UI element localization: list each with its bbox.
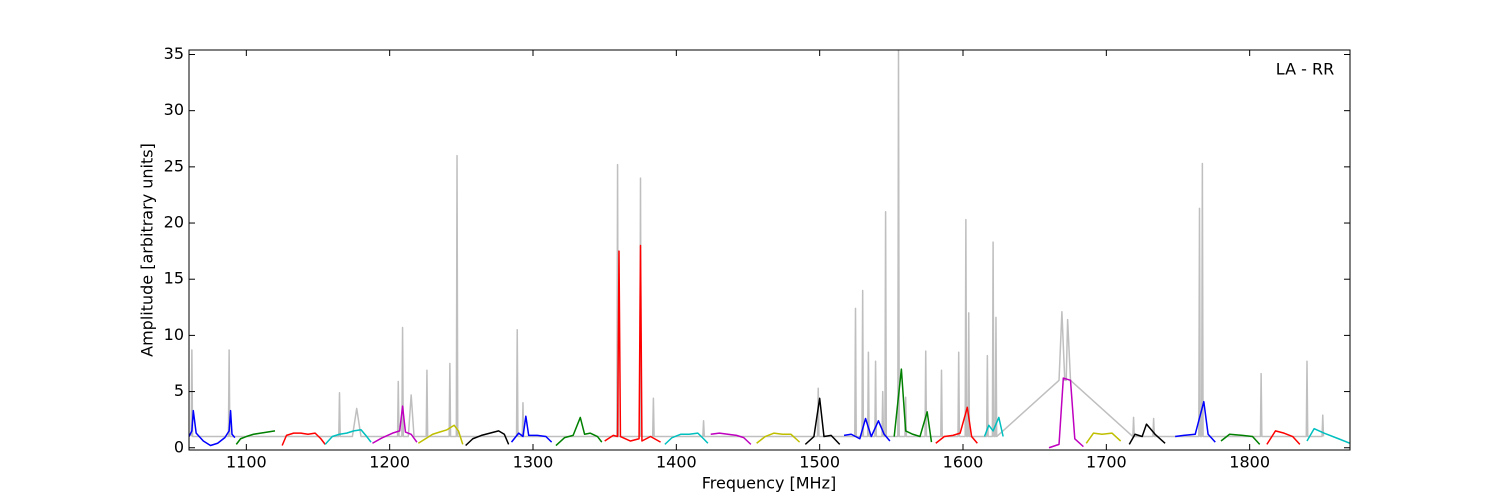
x-tick-label: 1500 bbox=[799, 453, 840, 472]
spectrum-line bbox=[372, 405, 418, 444]
spectrum-line bbox=[1085, 432, 1122, 444]
x-axis-label: Frequency [MHz] bbox=[702, 474, 836, 493]
plot-area bbox=[189, 50, 1350, 449]
y-tick-label: 25 bbox=[164, 156, 184, 175]
spectrum-line bbox=[324, 429, 372, 445]
spectrum-line bbox=[756, 432, 801, 444]
spectrum-line bbox=[1048, 377, 1084, 449]
annotation: LA - RR bbox=[1276, 60, 1334, 79]
spectrum-line bbox=[1266, 430, 1301, 445]
spectrum-line bbox=[555, 416, 603, 447]
spectrum-line bbox=[235, 430, 276, 445]
x-tick-label: 1200 bbox=[369, 453, 410, 472]
axes-frame bbox=[188, 49, 1351, 451]
spectrum-line bbox=[804, 397, 841, 445]
y-tick-label: 5 bbox=[174, 381, 184, 400]
x-tick-label: 1100 bbox=[226, 453, 267, 472]
spectrum-line bbox=[1220, 433, 1261, 445]
spectrum-line bbox=[893, 368, 933, 443]
spectrum-line bbox=[664, 432, 709, 445]
spectrum-line bbox=[604, 244, 661, 443]
spectrum-line bbox=[417, 424, 464, 445]
spectrum-line bbox=[1175, 400, 1216, 443]
y-tick-label: 20 bbox=[164, 213, 184, 232]
spectrum-line bbox=[710, 432, 752, 445]
y-tick-label: 0 bbox=[174, 437, 184, 456]
x-tick-label: 1700 bbox=[1086, 453, 1127, 472]
spectrum-line bbox=[465, 430, 510, 447]
spectrum-line bbox=[281, 432, 326, 446]
spectrum-line bbox=[190, 50, 1325, 438]
spectrum-line bbox=[1306, 427, 1350, 444]
x-tick-label: 1800 bbox=[1229, 453, 1270, 472]
x-tick-label: 1600 bbox=[943, 453, 984, 472]
spectrum-line bbox=[1128, 423, 1166, 445]
y-tick-label: 15 bbox=[164, 269, 184, 288]
y-tick-label: 10 bbox=[164, 325, 184, 344]
spectrum-line bbox=[935, 406, 978, 444]
x-tick-label: 1400 bbox=[656, 453, 697, 472]
spectrum-line bbox=[189, 409, 236, 447]
x-tick-label: 1300 bbox=[513, 453, 554, 472]
y-axis-label: Amplitude [arbitrary units] bbox=[138, 143, 157, 357]
spectrum-line bbox=[510, 415, 553, 443]
spectrum-line bbox=[843, 417, 891, 442]
spectrum-line bbox=[983, 416, 1004, 437]
y-tick-label: 30 bbox=[164, 100, 184, 119]
y-tick-label: 35 bbox=[164, 44, 184, 63]
